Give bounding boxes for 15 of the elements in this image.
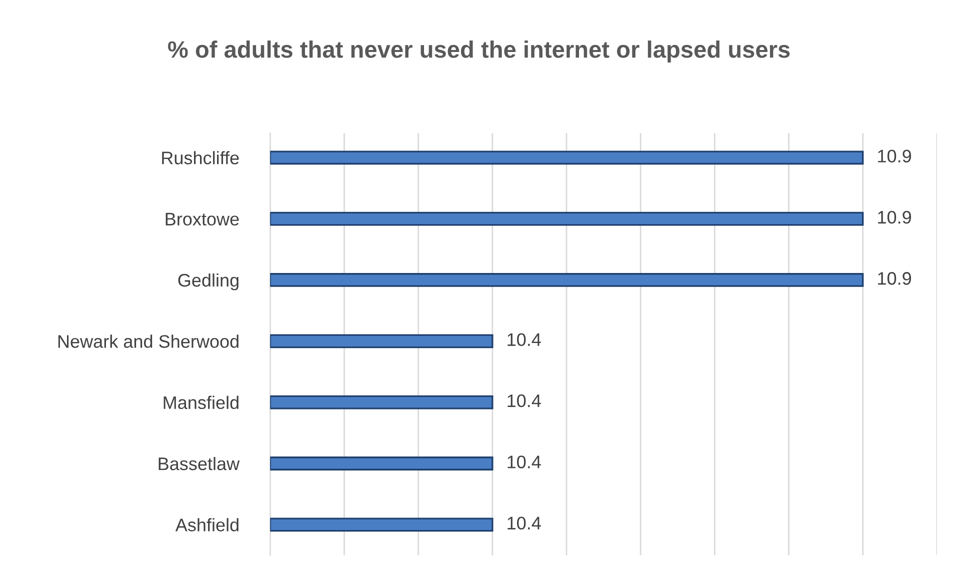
y-tick-label: Broxtowe — [166, 212, 239, 226]
chart-title: % of adults that never used the internet or lapsed users — [168, 40, 790, 63]
data-label: 10.9 — [878, 210, 912, 224]
data-label: 10.4 — [508, 456, 541, 468]
y-tick-label: Gedling — [178, 273, 238, 290]
y-tick-label: Newark and Sherwood — [58, 334, 238, 348]
y-tick-label: Rushcliffe — [162, 151, 239, 164]
data-label: 10.9 — [878, 150, 912, 162]
y-tick-label: Mansfield — [164, 396, 238, 410]
data-label: 10.9 — [878, 272, 912, 285]
y-tick-label: Bassetlaw — [158, 456, 240, 470]
data-label: 10.4 — [508, 333, 541, 346]
data-label: 10.4 — [508, 516, 541, 530]
data-label: 10.4 — [508, 394, 541, 408]
y-tick-label: Ashfield — [175, 518, 238, 532]
